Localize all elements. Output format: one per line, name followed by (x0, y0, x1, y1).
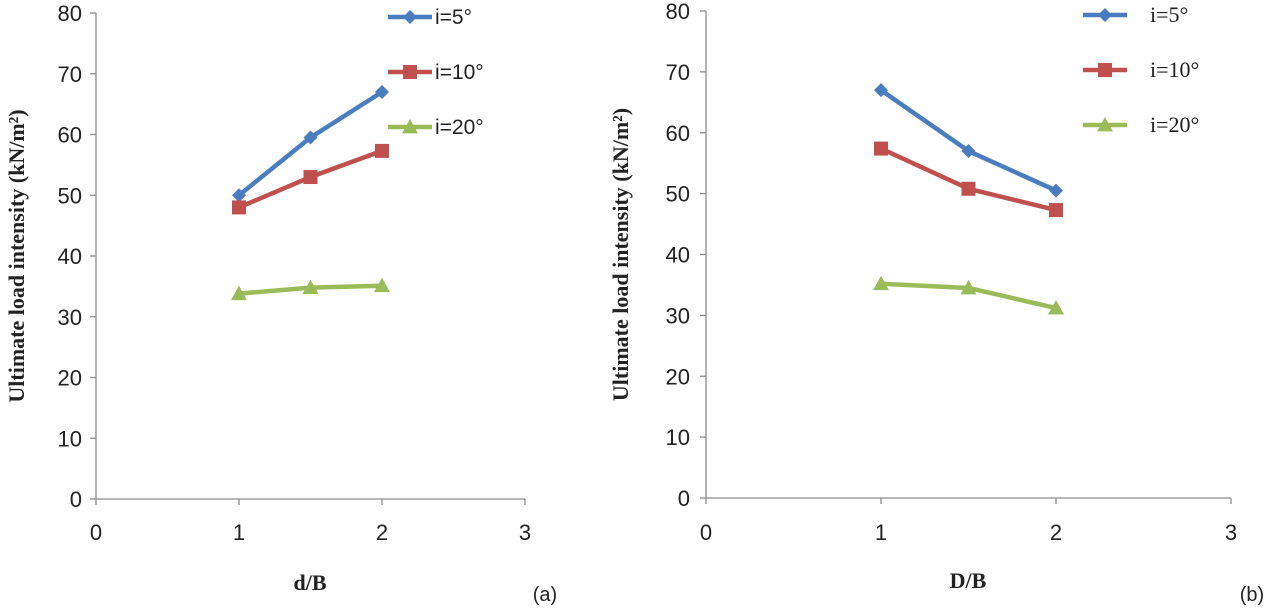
y-tick-label: 0 (678, 486, 690, 511)
y-tick-label: 0 (70, 487, 82, 512)
data-point (961, 181, 976, 196)
legend-label: i=10° (1150, 57, 1199, 82)
data-point (1049, 183, 1063, 198)
data-point (303, 130, 318, 145)
legend-label: i=20° (1150, 112, 1199, 137)
legend-marker (1097, 117, 1113, 132)
series-2 (874, 141, 1063, 218)
panel-label: (a) (533, 584, 557, 606)
y-tick-label: 20 (666, 364, 690, 389)
legend-marker (1098, 63, 1112, 77)
data-point (375, 84, 389, 99)
legend-entry-3: i=20° (388, 116, 484, 139)
data-point (874, 141, 888, 156)
y-tick-label: 50 (58, 183, 82, 208)
y-tick-label: 80 (58, 1, 82, 26)
legend-entry-1: i=5° (388, 6, 472, 29)
x-tick-label: 1 (875, 520, 887, 545)
x-tick-label: 0 (90, 520, 102, 545)
y-axis-label: Ultimate load intensity (kN/m²) (4, 109, 29, 402)
x-tick-label: 1 (233, 520, 245, 545)
y-tick-label: 50 (666, 182, 690, 207)
legend-label: i=5° (1150, 2, 1188, 27)
legend-entry-2: i=10° (388, 61, 484, 84)
data-point (375, 143, 389, 158)
y-tick-label: 80 (666, 0, 690, 24)
data-point (961, 144, 976, 159)
y-axis-label: Ultimate load intensity (kN/m²) (608, 108, 633, 401)
x-tick-label: 3 (1225, 520, 1237, 545)
y-tick-label: 20 (58, 366, 82, 391)
series-3 (231, 277, 390, 301)
data-point (232, 200, 246, 215)
y-tick-label: 30 (666, 303, 690, 328)
series-1 (232, 84, 389, 203)
data-point (302, 279, 319, 294)
legend-marker (403, 65, 417, 79)
legend-label: i=20° (435, 116, 484, 139)
x-tick-label: 2 (376, 520, 388, 545)
legend-marker (403, 10, 417, 24)
legend-marker (1098, 8, 1112, 22)
y-tick-label: 10 (666, 425, 690, 450)
series-1 (874, 83, 1063, 198)
x-tick-label: 0 (700, 520, 712, 545)
data-point (960, 279, 977, 295)
y-tick-label: 70 (58, 62, 82, 87)
series-2 (232, 143, 389, 215)
data-point (1048, 300, 1064, 315)
data-point (374, 277, 390, 293)
y-tick-label: 60 (666, 121, 690, 146)
data-point (873, 275, 889, 291)
chart-a: 0 10 20 30 40 50 60 70 80 0 1 2 3 d/B Ultimate load in… (4, 1, 557, 606)
legend-marker (402, 119, 418, 134)
legend-entry-3: i=20° (1083, 112, 1199, 137)
data-point (231, 285, 247, 301)
panel-label: (b) (1240, 584, 1264, 606)
legend-entry-1: i=5° (1083, 2, 1188, 27)
y-tick-label: 60 (58, 123, 82, 148)
data-point (232, 188, 246, 203)
y-tick-label: 10 (58, 426, 82, 451)
y-tick-label: 70 (666, 60, 690, 85)
chart-b: 0 10 20 30 40 50 60 70 80 0 1 2 3 D/B Ultimate load in… (608, 0, 1264, 606)
y-tick-label: 30 (58, 305, 82, 330)
series-3 (873, 275, 1064, 315)
legend-label: i=5° (435, 6, 472, 29)
legend-entry-2: i=10° (1083, 57, 1199, 82)
y-tick-label: 40 (58, 244, 82, 269)
x-tick-label: 3 (519, 520, 531, 545)
series-line (879, 88, 1057, 193)
data-point (874, 83, 888, 98)
x-tick-label: 2 (1050, 520, 1062, 545)
x-axis-label: d/B (293, 570, 326, 595)
y-tick-label: 40 (666, 243, 690, 268)
legend-label: i=10° (435, 61, 484, 84)
data-point (303, 170, 318, 185)
x-axis-label: D/B (950, 568, 987, 593)
data-point (1049, 203, 1063, 218)
